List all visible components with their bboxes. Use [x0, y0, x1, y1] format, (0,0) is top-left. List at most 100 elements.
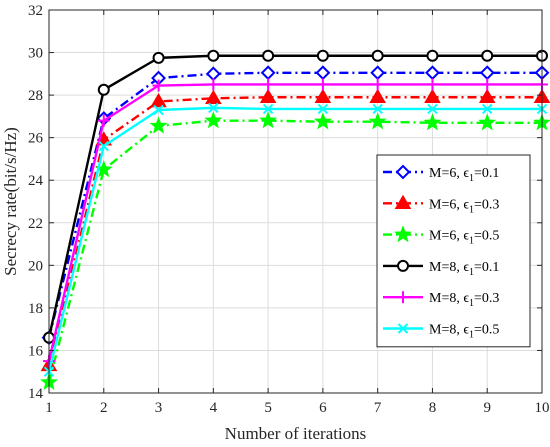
data-point [316, 78, 329, 91]
legend-item: M=8, ϵ1=0.1 [383, 259, 499, 278]
series-line [47, 71, 542, 338]
data-point [424, 88, 441, 103]
data-point [149, 116, 168, 134]
legend-item: M=6, ϵ1=0.5 [383, 225, 499, 247]
legend-marker [394, 225, 412, 243]
data-point [262, 103, 274, 115]
data-point [97, 83, 110, 96]
plot-frame [48, 9, 543, 394]
marker-stroke [427, 103, 438, 115]
legend-label-value: =0.1 [474, 166, 499, 181]
data-point [153, 104, 164, 116]
legend-item: M=8, ϵ1=0.5 [383, 323, 499, 341]
y-tick-label: 14 [28, 386, 44, 402]
marker-stroke [317, 103, 329, 115]
legend-label-value: =0.1 [474, 260, 499, 275]
legend-item: M=6, ϵ1=0.1 [383, 164, 499, 184]
legend-label-subscript: 1 [469, 330, 474, 341]
data-point [481, 49, 494, 62]
x-tick-label: 2 [100, 400, 108, 416]
x-tick-label: 10 [535, 400, 550, 416]
legend-marker [397, 323, 409, 334]
y-tick-label: 24 [28, 173, 44, 189]
data-point [262, 78, 275, 91]
legend-label-subscript: 1 [469, 298, 474, 309]
legend-label-epsilon: ϵ [463, 229, 469, 244]
x-tick-label: 8 [429, 400, 437, 416]
x-axis-label: Number of iterations [225, 424, 367, 443]
y-tick-label: 20 [28, 258, 43, 274]
legend-label-epsilon: ϵ [463, 323, 469, 338]
x-tick-label: 3 [155, 400, 163, 416]
legend-label-epsilon: ϵ [463, 291, 469, 306]
series-layer [40, 49, 550, 390]
legend-label-epsilon: ϵ [463, 197, 469, 212]
x-tick-label: 9 [483, 400, 491, 416]
data-point [481, 78, 494, 91]
data-point [478, 113, 497, 131]
data-point [207, 49, 220, 62]
marker-stroke [208, 102, 219, 114]
x-tick-label: 4 [210, 400, 218, 416]
data-point [207, 78, 220, 91]
legend-label-subscript: 1 [469, 173, 474, 184]
y-axis-label: Secrecy rate(bit/s/Hz) [1, 127, 20, 276]
ticks: 1 2 3 4 5 6 7 8 9 10 14 16 18 20 22 24 26 28 30 32 [28, 3, 550, 416]
x-tick-label: 6 [319, 400, 327, 416]
series-line [47, 119, 542, 383]
legend-label: M=6, ϵ1=0.3 [429, 197, 499, 215]
data-point [259, 88, 277, 103]
legend-label: M=8, ϵ1=0.5 [429, 323, 499, 341]
legend-item: M=8, ϵ1=0.3 [383, 291, 499, 309]
legend-label: M=6, ϵ1=0.5 [429, 229, 499, 247]
data-point [478, 88, 496, 103]
marker-stroke [153, 104, 164, 116]
legend-label-value: =0.5 [474, 229, 499, 244]
legend-label: M=8, ϵ1=0.1 [429, 260, 499, 278]
data-point [259, 111, 278, 129]
series-line [47, 83, 542, 362]
legend-label-main: M=6, [429, 166, 463, 181]
data-point [371, 49, 384, 62]
data-point [205, 89, 222, 105]
legend-label-main: M=8, [429, 260, 463, 275]
legend-label-main: M=8, [429, 291, 463, 306]
data-point [423, 113, 442, 131]
data-point [97, 114, 110, 127]
data-point [372, 103, 383, 115]
legend-label-subscript: 1 [469, 204, 474, 215]
legend-marker [397, 291, 409, 304]
legend: M=6, ϵ1=0.1M=6, ϵ1=0.3M=6, ϵ1=0.5M=8, ϵ1… [376, 154, 531, 348]
legend-label-subscript: 1 [469, 267, 474, 278]
legend-box [376, 154, 531, 348]
marker-stroke [98, 140, 109, 152]
marker-stroke [262, 103, 274, 115]
legend-label-main: M=6, [429, 197, 463, 212]
data-point [152, 79, 165, 92]
legend-label: M=8, ϵ1=0.3 [429, 291, 499, 309]
series-line [47, 54, 542, 338]
y-tick-label: 30 [28, 46, 43, 62]
data-point [369, 88, 386, 103]
data-point [204, 111, 223, 129]
legend-label-value: =0.3 [474, 197, 499, 212]
data-point [313, 112, 332, 130]
marker-stroke [397, 323, 409, 334]
legend-label-value: =0.5 [474, 323, 499, 338]
data-point [427, 103, 438, 115]
legend-label-value: =0.3 [474, 291, 499, 306]
data-point [482, 103, 493, 115]
y-tick-label: 22 [28, 216, 43, 232]
y-tick-label: 18 [28, 301, 43, 317]
marker-stroke [482, 103, 493, 115]
data-point [314, 88, 332, 103]
legend-item: M=6, ϵ1=0.3 [383, 194, 499, 215]
y-tick-label: 32 [28, 3, 43, 19]
legend-label-epsilon: ϵ [463, 260, 469, 275]
data-point [368, 112, 387, 130]
y-tick-label: 16 [28, 343, 44, 359]
legend-marker [395, 164, 411, 180]
legend-marker [394, 194, 412, 210]
series-line [47, 106, 542, 373]
series-5 [43, 102, 548, 377]
